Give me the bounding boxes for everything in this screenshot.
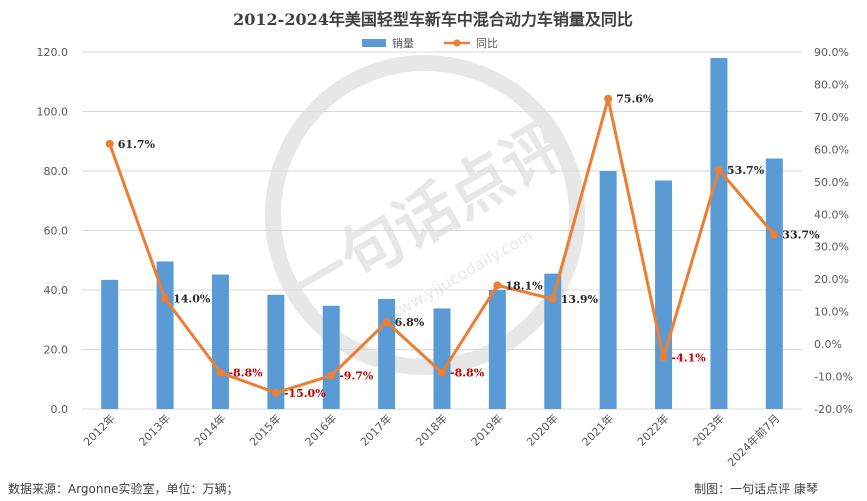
line-point (271, 388, 280, 397)
line-series (105, 94, 779, 397)
line-point (604, 94, 613, 103)
legend: 销量 同比 (362, 36, 498, 50)
y-right-tick-label: -10.0% (814, 371, 853, 384)
x-tick-label: 2015年 (246, 411, 283, 448)
watermark-logo: 一句话点评 www.yijucodaily.com (265, 55, 585, 375)
bar (544, 273, 562, 409)
x-tick-label: 2017年 (357, 411, 394, 448)
line-point (548, 294, 557, 303)
footer-credit: 制图：一句话点评 康琴 (694, 481, 818, 496)
line-point (161, 294, 170, 303)
bar (211, 274, 229, 409)
x-tick-label: 2023年 (690, 411, 727, 448)
data-label: 53.7% (727, 164, 765, 177)
y-left-tick-label: 60.0 (44, 225, 69, 238)
bar (710, 57, 728, 409)
line-point (770, 230, 779, 239)
y-axis-right: -20.0% -10.0% 0.0% 10.0% 20.0% 30.0% 40.0% 50.0… (814, 46, 853, 416)
x-tick-label: 2012年 (80, 411, 117, 448)
y-left-tick-label: 20.0 (44, 344, 69, 357)
data-label: 18.1% (505, 279, 543, 292)
y-right-tick-label: 10.0% (814, 306, 849, 319)
y-left-tick-label: 40.0 (44, 284, 69, 297)
y-right-tick-label: 0.0% (814, 338, 842, 351)
line-point (438, 368, 446, 377)
y-right-tick-label: 20.0% (814, 273, 849, 286)
y-right-tick-label: -20.0% (814, 403, 853, 416)
bar (488, 290, 506, 409)
y-right-tick-label: 50.0% (814, 176, 849, 189)
data-label: -8.8% (228, 367, 263, 380)
data-label: 13.9% (561, 293, 599, 306)
bar (655, 180, 673, 409)
x-tick-label: 2020年 (523, 411, 560, 448)
bar (599, 171, 617, 409)
line-point (659, 353, 668, 362)
line-point (714, 165, 723, 174)
line-point (216, 368, 225, 377)
data-label: 75.6% (616, 93, 654, 106)
data-label: 14.0% (173, 293, 211, 306)
data-label: -9.7% (339, 370, 374, 383)
bar (322, 305, 340, 409)
bar (101, 279, 119, 409)
bar (156, 261, 174, 409)
legend-swatch-marker (453, 39, 461, 47)
x-tick-label: 2024年前7月 (724, 411, 782, 469)
data-label: 61.7% (118, 138, 156, 151)
x-tick-label: 2018年 (413, 411, 450, 448)
line-point (105, 139, 114, 148)
bar (378, 298, 396, 409)
y-axis-left: 0.0 20.0 40.0 60.0 80.0 100.0 120.0 (37, 46, 69, 416)
x-tick-label: 2022年 (634, 411, 671, 448)
x-tick-label: 2014年 (191, 411, 228, 448)
y-right-tick-label: 60.0% (814, 143, 849, 156)
y-left-tick-label: 100.0 (37, 106, 69, 119)
bar (267, 294, 285, 409)
x-axis: 2012年 2013年 2014年 2015年 2016年 2017年 2018年 2019年… (80, 411, 782, 469)
y-right-tick-label: 40.0% (814, 208, 849, 221)
y-right-tick-label: 90.0% (814, 46, 849, 59)
footer-source: 数据来源：Argonne实验室，单位：万辆； (8, 481, 239, 496)
x-tick-label: 2016年 (302, 411, 339, 448)
y-right-tick-label: 30.0% (814, 241, 849, 254)
legend-label-line: 同比 (476, 37, 498, 50)
chart-title: 2012-2024年美国轻型车新车中混合动力车销量及同比 (233, 10, 633, 29)
data-label: 6.8% (395, 316, 425, 329)
data-label: 33.7% (782, 229, 820, 242)
bar (433, 308, 451, 409)
bar (765, 158, 783, 409)
x-tick-label: 2013年 (136, 411, 173, 448)
x-tick-label: 2021年 (579, 411, 616, 448)
y-right-tick-label: 80.0% (814, 78, 849, 91)
y-right-tick-label: 70.0% (814, 111, 849, 124)
x-tick-label: 2019年 (468, 411, 505, 448)
y-left-tick-label: 80.0 (44, 165, 69, 178)
data-label: -4.1% (672, 351, 707, 364)
legend-label-bar: 销量 (392, 36, 414, 50)
line-point (327, 371, 336, 380)
data-labels: 61.7% 14.0% -8.8% -15.0% -9.7% 6.8% -8.8% 18.1%… (118, 93, 820, 400)
line-point (493, 281, 502, 290)
y-left-tick-label: 0.0 (51, 403, 69, 416)
y-left-tick-label: 120.0 (37, 46, 69, 59)
data-label: -15.0% (284, 387, 326, 400)
line-point (382, 318, 391, 327)
data-label: -8.8% (450, 367, 485, 380)
legend-swatch-bar (362, 39, 386, 47)
